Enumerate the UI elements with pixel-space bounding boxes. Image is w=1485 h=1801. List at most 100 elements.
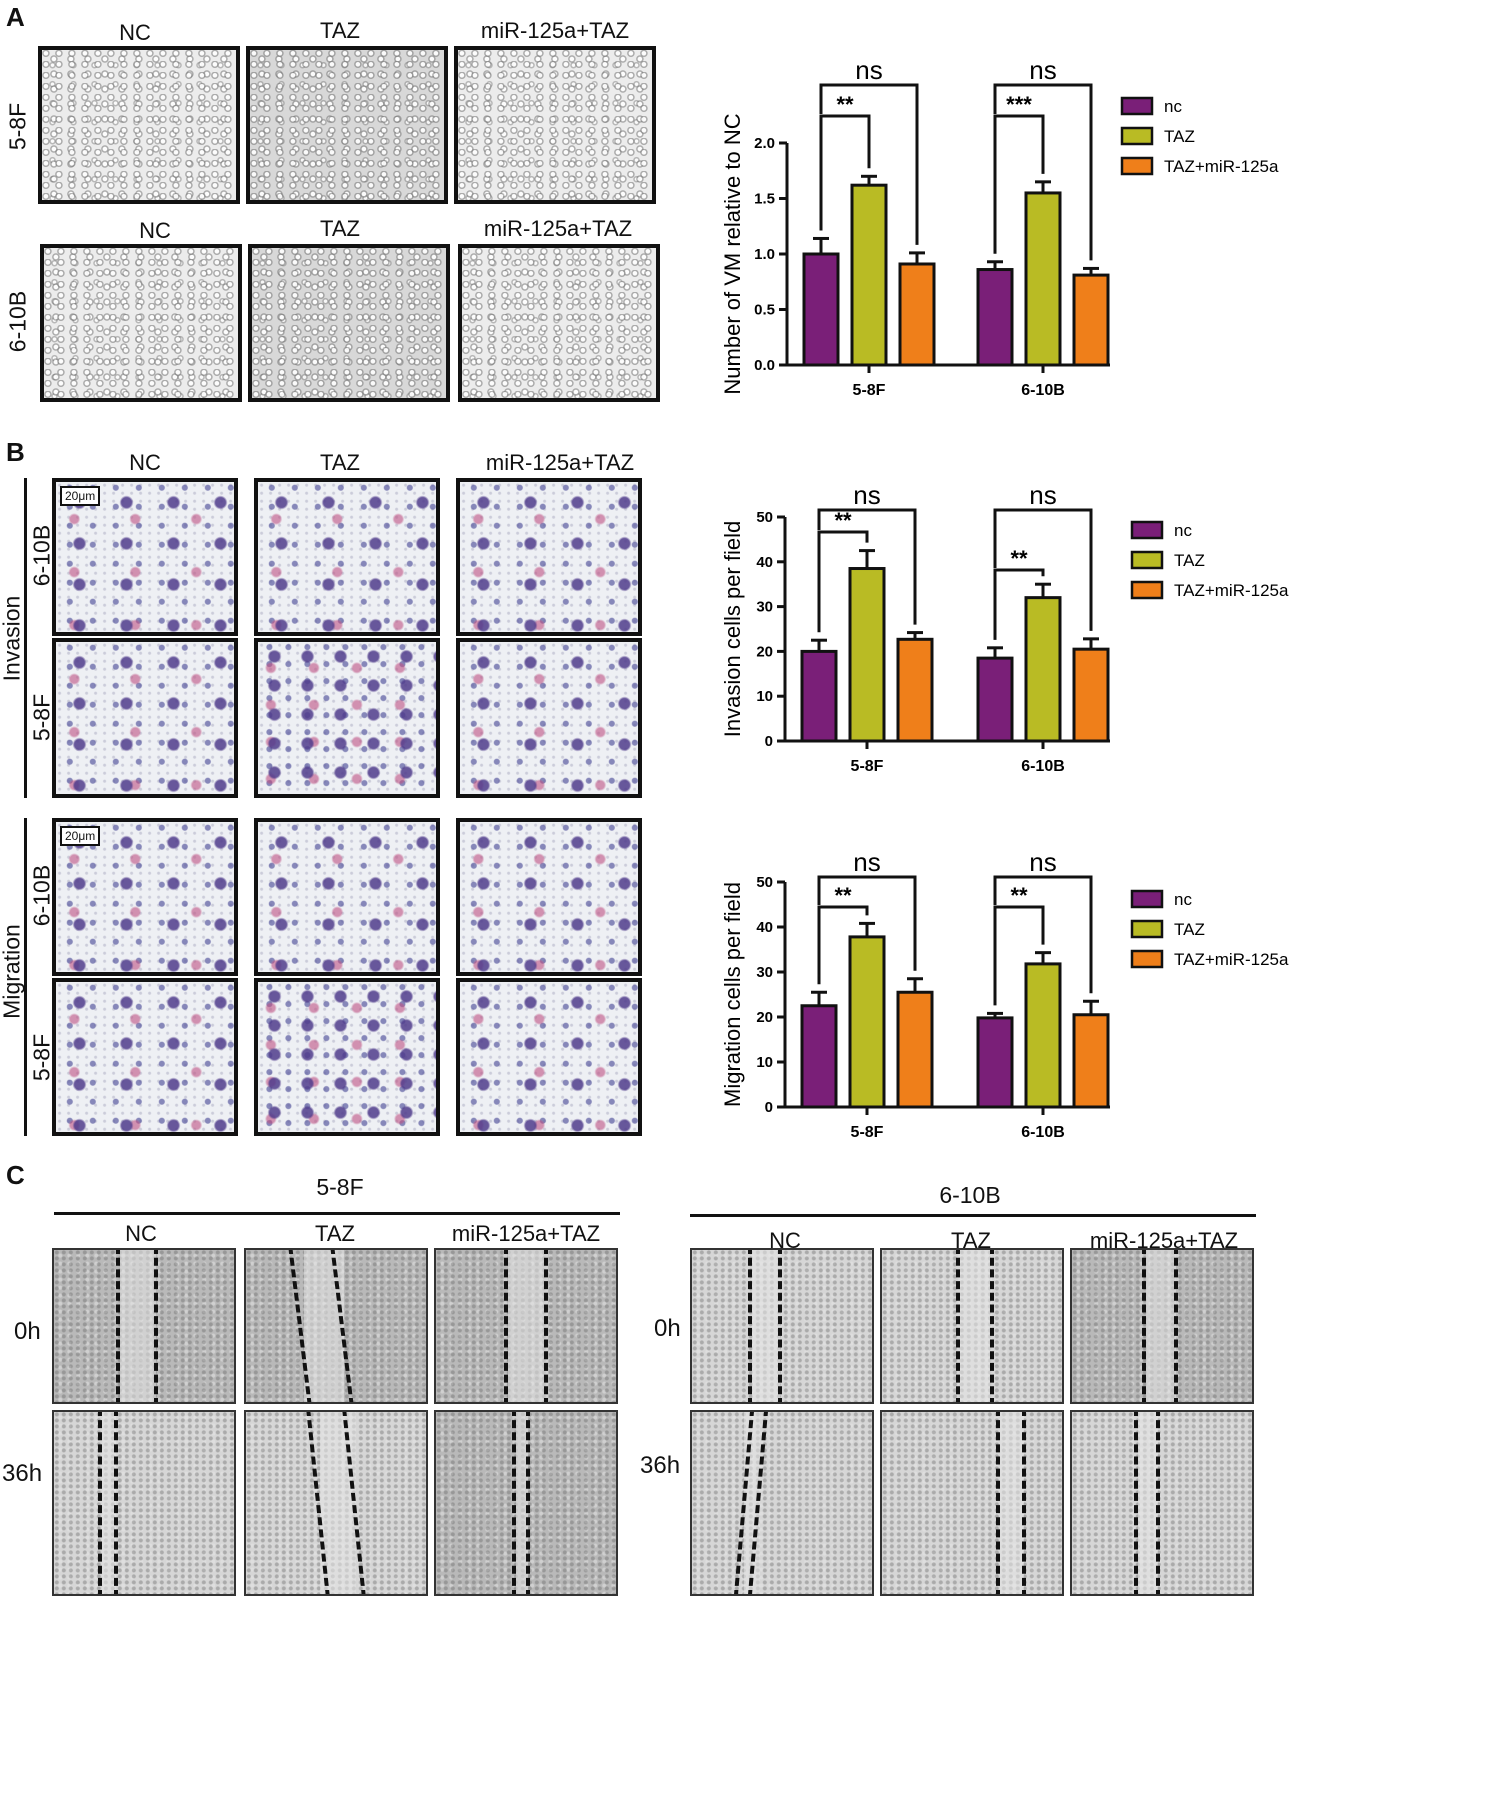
wound-6-10b-mir-36h <box>1070 1410 1254 1596</box>
bar-taz <box>848 935 886 1109</box>
significance-ns: ns <box>1029 480 1056 510</box>
significance-ns: ns <box>855 55 882 85</box>
invasion-image-6-10b-taz <box>254 478 440 636</box>
y-tick-label: 0 <box>765 733 773 750</box>
legend-swatch <box>1130 889 1164 909</box>
wound-6-10b-taz-36h <box>880 1410 1064 1596</box>
panel-b-col-taz: TAZ <box>320 450 360 475</box>
significance-bracket-inner <box>817 905 869 985</box>
bar-taz-mir-125a <box>898 262 936 367</box>
wound-right-36h: 36h <box>640 1452 681 1479</box>
y-axis-label: Migration cells per field <box>720 882 745 1107</box>
panel-b-col-mir: miR-125a+TAZ <box>485 450 635 475</box>
wound-right-0h: 0h <box>654 1315 681 1342</box>
migration-image-6-10b-mir <box>456 818 642 976</box>
bar-taz <box>848 567 886 743</box>
wound-5-8f-nc-0h <box>52 1248 236 1404</box>
y-tick-label: 1.0 <box>754 246 775 263</box>
significance-stars: *** <box>1006 92 1032 117</box>
panel-a-col-nc: NC <box>119 20 151 45</box>
panel-b-col-nc: NC <box>129 450 161 475</box>
significance-bracket-inner <box>993 568 1045 640</box>
bar-nc <box>800 1004 838 1109</box>
y-tick-label: 50 <box>756 874 773 891</box>
y-tick-label: 40 <box>756 919 773 936</box>
significance-bracket-outer <box>819 83 919 245</box>
legend-swatch <box>1120 96 1154 116</box>
vm-image-5-8f-nc <box>38 46 240 204</box>
bar-nc <box>976 656 1014 743</box>
bar-taz <box>1024 191 1062 367</box>
panel-a-col2-mir: miR-125a+TAZ <box>483 216 633 241</box>
invasion-image-5-8f-mir <box>456 638 642 798</box>
invasion-bar-chart: 0 10 20 30 40 50 Invasion cells per field 5-8F *… <box>720 480 1289 775</box>
panel-b-label: B <box>6 437 25 467</box>
wound-6-10b-nc-0h <box>690 1248 874 1404</box>
wound-left-col-taz: TAZ <box>315 1221 355 1246</box>
migration-image-5-8f-nc <box>52 978 238 1136</box>
x-tick-label: 5-8F <box>851 758 884 775</box>
vm-bar-chart: 0.0 0.5 1.0 1.5 2.0 Number of VM relative to … <box>720 55 1279 399</box>
panel-a-row-5-8f: 5-8F <box>4 102 31 151</box>
significance-stars: ** <box>1010 546 1028 571</box>
legend-swatch <box>1130 919 1164 939</box>
significance-stars: ** <box>834 508 852 533</box>
panel-a-col-mir: miR-125a+TAZ <box>480 18 630 43</box>
wound-5-8f-nc-36h <box>52 1410 236 1596</box>
legend-swatch <box>1130 550 1164 570</box>
wound-5-8f-taz-36h <box>244 1410 428 1596</box>
panel-c-label: C <box>6 1160 25 1190</box>
significance-ns: ns <box>1029 847 1056 877</box>
wound-left-col-nc: NC <box>125 1221 157 1246</box>
vm-image-5-8f-mir <box>454 46 656 204</box>
bar-nc <box>976 1016 1014 1109</box>
significance-ns: ns <box>1029 55 1056 85</box>
migration-image-6-10b-taz <box>254 818 440 976</box>
y-axis-label: Invasion cells per field <box>720 521 745 737</box>
scale-bar: 20μm <box>60 486 101 506</box>
invasion-group-line <box>24 478 27 798</box>
legend-label: TAZ+miR-125a <box>1164 157 1279 176</box>
legend-swatch <box>1130 520 1164 540</box>
legend-label: TAZ+miR-125a <box>1174 581 1289 600</box>
wound-left-col-mir: miR-125a+TAZ <box>451 1221 601 1246</box>
legend-label: nc <box>1174 890 1192 909</box>
x-tick-label: 5-8F <box>853 382 886 399</box>
legend-label: nc <box>1174 521 1192 540</box>
bar-taz-mir-125a <box>1072 1013 1110 1109</box>
y-tick-label: 40 <box>756 554 773 571</box>
legend-label: TAZ+miR-125a <box>1174 950 1289 969</box>
migration-group-line <box>24 818 27 1136</box>
vm-image-6-10b-taz <box>248 244 450 402</box>
legend-swatch <box>1120 156 1154 176</box>
panel-a-row-6-10b: 6-10B <box>4 290 31 353</box>
y-axis-label: Number of VM relative to NC <box>720 113 745 394</box>
legend-label: nc <box>1164 97 1182 116</box>
significance-stars: ** <box>836 92 854 117</box>
wound-6-10b-taz-0h <box>880 1248 1064 1404</box>
migration-image-6-10b-nc: 20μm <box>52 818 238 976</box>
scale-bar-migration: 20μm <box>60 826 101 846</box>
bar-taz <box>1024 962 1062 1109</box>
x-tick-label: 6-10B <box>1021 1124 1065 1141</box>
wound-left-36h: 36h <box>2 1460 43 1487</box>
x-tick-label: 6-10B <box>1021 382 1065 399</box>
bar-taz-mir-125a <box>1072 647 1110 743</box>
migration-image-5-8f-mir <box>456 978 642 1136</box>
y-tick-label: 10 <box>756 688 773 705</box>
significance-bracket-inner <box>993 114 1045 254</box>
panel-c-right-title: 6-10B <box>939 1182 1001 1208</box>
bar-taz-mir-125a <box>896 637 934 743</box>
significance-bracket-outer <box>993 508 1093 631</box>
significance-bracket-inner <box>819 114 871 231</box>
y-tick-label: 0.5 <box>754 302 775 319</box>
panel-a-col2-taz: TAZ <box>320 216 360 241</box>
significance-bracket-outer <box>817 875 917 971</box>
vm-image-5-8f-taz <box>246 46 448 204</box>
significance-bracket-outer <box>993 83 1093 261</box>
significance-stars: ** <box>1010 883 1028 908</box>
vm-image-6-10b-nc <box>40 244 242 402</box>
significance-bracket-outer <box>817 508 917 625</box>
wound-6-10b-nc-36h <box>690 1410 874 1596</box>
y-tick-label: 1.5 <box>754 191 775 208</box>
